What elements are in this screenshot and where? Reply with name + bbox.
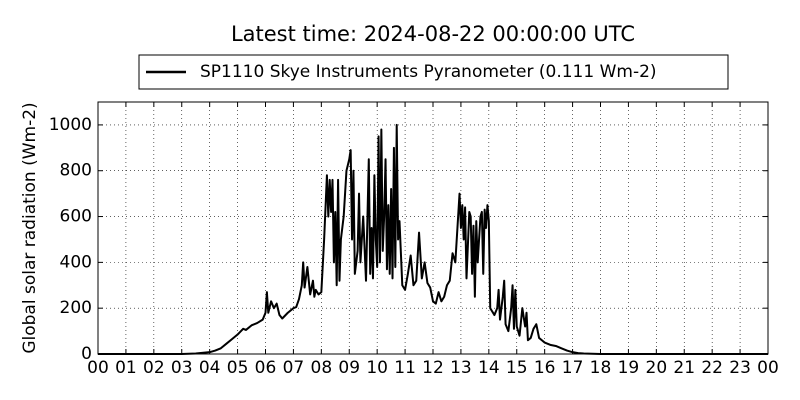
y-axis-label: Global solar radiation (Wm-2) <box>20 102 40 353</box>
x-tick-label: 05 <box>227 358 249 378</box>
x-tick-label: 13 <box>450 358 472 378</box>
x-tick-label: 12 <box>422 358 444 378</box>
y-tick-label: 600 <box>60 207 92 227</box>
x-tick-label: 23 <box>729 358 751 378</box>
x-tick-label: 01 <box>115 358 137 378</box>
x-tick-label: 22 <box>701 358 723 378</box>
x-tick-label: 07 <box>283 358 305 378</box>
x-tick-label: 08 <box>311 358 333 378</box>
x-tick-label: 06 <box>255 358 277 378</box>
x-tick-label: 10 <box>366 358 388 378</box>
x-tick-label: 00 <box>757 358 779 378</box>
x-tick-label: 00 <box>87 358 109 378</box>
x-tick-label: 21 <box>673 358 695 378</box>
chart-title: Latest time: 2024-08-22 00:00:00 UTC <box>231 22 635 46</box>
y-tick-label: 800 <box>60 161 92 181</box>
plot-frame <box>97 101 769 355</box>
x-tick-label: 16 <box>534 358 556 378</box>
y-tick-label: 0 <box>81 344 92 364</box>
x-tick-label: 19 <box>618 358 640 378</box>
data-line <box>98 123 768 355</box>
x-tick-label: 11 <box>394 358 416 378</box>
legend-box <box>138 54 729 90</box>
x-tick-label: 18 <box>590 358 612 378</box>
x-tick-label: 09 <box>338 358 360 378</box>
x-tick-label: 03 <box>171 358 193 378</box>
y-tick-label: 1000 <box>49 115 92 135</box>
y-tick-label: 200 <box>60 298 92 318</box>
x-tick-label: 04 <box>199 358 221 378</box>
legend-label: SP1110 Skye Instruments Pyranometer (0.1… <box>200 62 657 82</box>
x-tick-label: 14 <box>478 358 500 378</box>
y-tick-label: 400 <box>60 252 92 272</box>
x-tick-label: 15 <box>506 358 528 378</box>
x-tick-label: 17 <box>562 358 584 378</box>
x-tick-label: 20 <box>646 358 668 378</box>
x-tick-label: 02 <box>143 358 165 378</box>
